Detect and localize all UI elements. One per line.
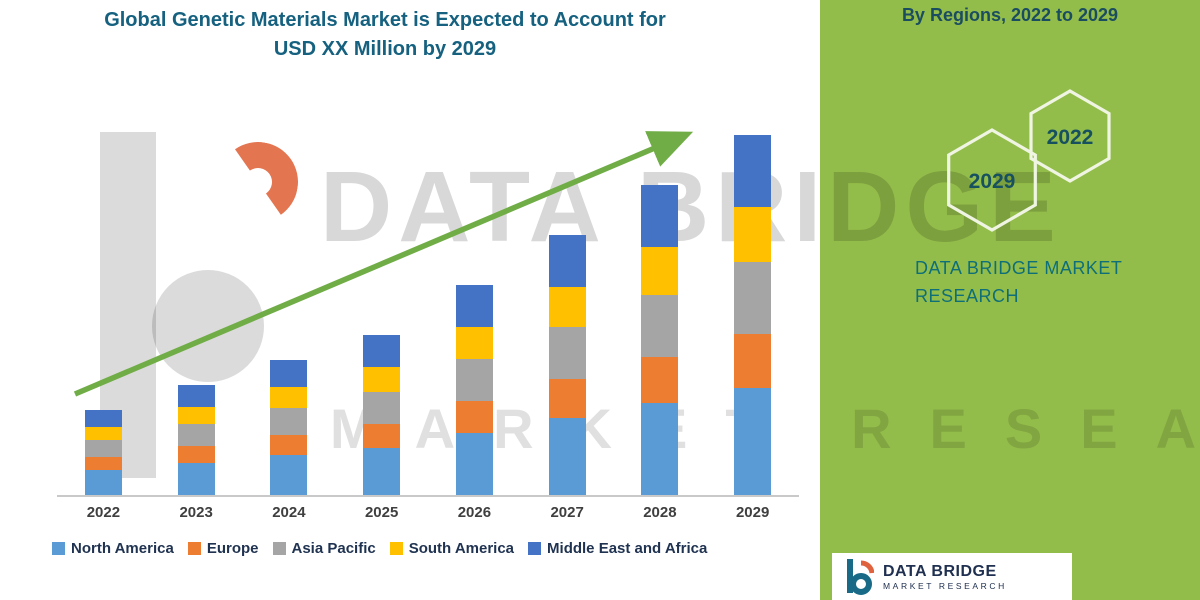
x-axis-label-2026: 2026 [457, 504, 492, 521]
x-axis: 2022 2023 2024 2025 2026 2027 2028 2029 [57, 500, 799, 524]
segment-2028-north-america [641, 403, 679, 495]
segment-2022-europe [84, 457, 122, 470]
x-axis-label-2027: 2027 [550, 504, 584, 521]
legend-item-middle-east-and-africa: Middle East and Africa [528, 540, 707, 557]
segment-2024-north-america [270, 455, 308, 495]
segment-2023-europe [177, 446, 215, 463]
legend-swatch [187, 542, 201, 555]
segment-2028-europe [641, 357, 679, 403]
segment-2024-middle-east-and-africa [270, 360, 308, 387]
segment-2025-asia-pacific [363, 392, 401, 424]
legend-swatch [389, 542, 403, 555]
stacked-bar-2025 [363, 335, 401, 495]
stacked-bar-2022 [84, 410, 122, 495]
x-axis-label-2028: 2028 [643, 504, 677, 521]
plot-area [57, 118, 799, 497]
legend-label: North America [71, 540, 174, 557]
x-axis-label-2023: 2023 [179, 504, 213, 521]
legend-label: South America [408, 540, 515, 557]
segment-2023-asia-pacific [177, 424, 215, 446]
segment-2027-middle-east-and-africa [548, 235, 586, 287]
x-axis-label-2022: 2022 [86, 504, 121, 521]
legend-swatch [52, 542, 65, 555]
hexagon-years-graphic: 2029 2022 [947, 89, 1111, 232]
footer-brand-name: DATA BRIDGE [883, 562, 997, 580]
panel-heading: By Regions, 2022 to 2029 [901, 5, 1119, 25]
legend-item-europe: Europe [187, 540, 259, 557]
hexagon-year-2029: 2029 [969, 170, 1016, 193]
chart-title-line1: Global Genetic Materials Market is Expec… [104, 9, 666, 31]
segment-2028-asia-pacific [641, 295, 679, 357]
segment-2022-north-america [84, 470, 122, 495]
segment-2024-europe [270, 435, 308, 455]
region-side-panel [820, 0, 1200, 600]
footer-brand-subtitle: MARKET RESEARCH [883, 580, 1007, 591]
segment-2023-south-america [177, 407, 215, 424]
stacked-bar-2027 [548, 235, 586, 495]
segment-2029-north-america [734, 388, 772, 495]
segment-2024-south-america [270, 387, 308, 408]
segment-2028-middle-east-and-africa [641, 185, 679, 247]
segment-2023-middle-east-and-africa [177, 385, 215, 407]
segment-2026-north-america [455, 433, 493, 495]
segment-2026-middle-east-and-africa [455, 285, 493, 327]
segment-2025-south-america [363, 367, 401, 392]
x-axis-label-2025: 2025 [364, 504, 399, 521]
segment-2029-europe [734, 334, 772, 388]
segment-2022-middle-east-and-africa [84, 410, 122, 427]
legend-label: Asia Pacific [291, 540, 376, 557]
stacked-bar-2028 [641, 185, 679, 495]
legend-swatch [528, 542, 542, 555]
segment-2029-south-america [734, 207, 772, 262]
legend-item-asia-pacific: Asia Pacific [272, 540, 376, 557]
segment-2024-asia-pacific [270, 408, 308, 435]
segment-2029-middle-east-and-africa [734, 135, 772, 207]
trend-arrow [73, 131, 694, 397]
chart-title-line2: USD XX Million by 2029 [273, 38, 497, 60]
legend: North America Europe Asia Pacific South Ame… [52, 540, 707, 557]
legend-label: Europe [206, 540, 259, 557]
stacked-bar-2023 [177, 385, 215, 495]
segment-2027-north-america [548, 418, 586, 495]
segment-2022-asia-pacific [84, 440, 122, 457]
segment-2027-asia-pacific [548, 327, 586, 379]
stacked-bar-2029 [734, 135, 772, 495]
segment-2025-north-america [363, 448, 401, 495]
stacked-bar-2026 [455, 285, 493, 495]
segment-2025-europe [363, 424, 401, 448]
stacked-bar-2024 [270, 360, 308, 495]
x-axis-label-2029: 2029 [735, 504, 770, 521]
segment-2025-middle-east-and-africa [363, 335, 401, 367]
segment-2029-asia-pacific [734, 262, 772, 334]
footer-logo: DATA BRIDGE MARKET RESEARCH [832, 553, 1072, 600]
legend-label: Middle East and Africa [547, 540, 708, 557]
segment-2027-south-america [548, 287, 586, 327]
segment-2022-south-america [84, 427, 122, 440]
hexagon-2029 [947, 128, 1037, 232]
panel-brand-text: DATA BRIDGE MARKET RESEARCH [915, 255, 1122, 311]
legend-item-north-america: North America [52, 540, 174, 557]
hexagon-2022 [1029, 89, 1111, 183]
panel-brand-line1: DATA BRIDGE MARKET [915, 258, 1123, 278]
x-axis-label-2024: 2024 [272, 504, 306, 521]
footer-text-block: DATA BRIDGE MARKET RESEARCH [883, 563, 1007, 591]
segment-2027-europe [548, 379, 586, 418]
segment-2028-south-america [641, 247, 679, 295]
segment-2026-europe [455, 401, 493, 433]
segment-2023-north-america [177, 463, 215, 495]
panel-brand-line2: RESEARCH [915, 285, 1020, 306]
chart-title: Global Genetic Materials Market is Expec… [30, 6, 740, 64]
legend-swatch [272, 542, 286, 555]
segment-2026-south-america [455, 327, 493, 359]
segment-2026-asia-pacific [455, 359, 493, 401]
hexagon-year-2022: 2022 [1047, 126, 1094, 149]
data-bridge-logo-icon [847, 558, 874, 595]
legend-item-south-america: South America [389, 540, 515, 557]
